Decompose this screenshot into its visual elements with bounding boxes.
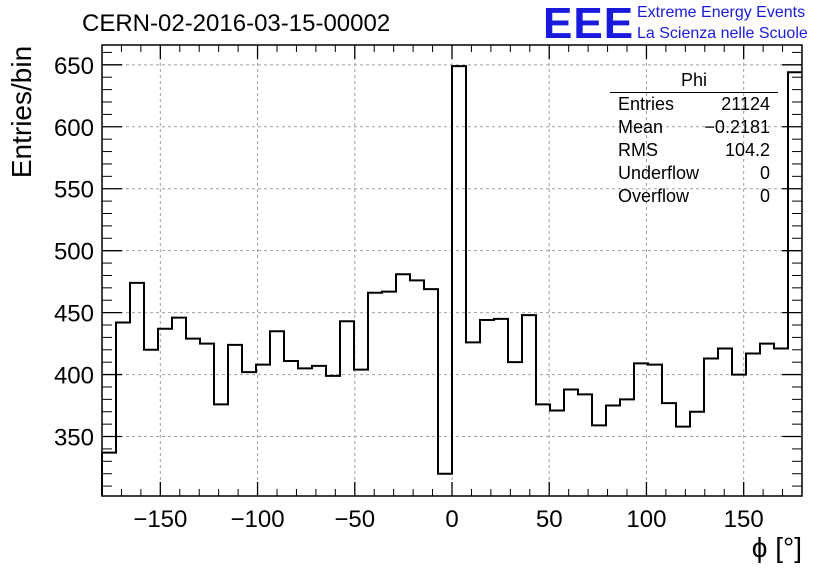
stats-label: Overflow [618,186,690,206]
stats-box: Phi Entries 21124 Mean −0.2181 RMS 104.2… [610,70,778,208]
stats-label: Mean [618,117,664,137]
stats-row: Entries 21124 [610,93,778,116]
x-axis-label: ϕ [°] [751,532,802,563]
stats-row: Overflow 0 [610,185,778,208]
y-tick-label: 400 [54,363,94,390]
x-tick-label: −150 [133,506,187,533]
eee-logo: EEE [543,0,635,48]
stats-row: Mean −0.2181 [610,116,778,139]
tick-labels: −150 −100 −50 0 50 100 150 350 400 450 500 550 600 65… [54,53,764,533]
stats-row: RMS 104.2 [610,139,778,162]
y-tick-label: 550 [54,177,94,204]
x-tick-label: −100 [231,506,285,533]
histogram-line [101,65,802,496]
x-tick-label: 50 [536,506,563,533]
stats-value: 0 [759,186,770,206]
stats-label: Underflow [618,163,700,183]
stats-row: Underflow 0 [610,162,778,185]
stats-label: Entries [618,94,675,114]
x-tick-label: 100 [626,506,666,533]
stats-value: −0.2181 [704,117,770,137]
y-tick-label: 500 [54,239,94,266]
stats-value: 21124 [721,94,770,114]
y-tick-label: 650 [54,53,94,80]
stats-label: RMS [618,140,658,160]
stats-title: Phi [610,70,778,93]
logo-line-1: Extreme Energy Events [637,4,806,21]
y-tick-label: 450 [54,301,94,328]
chart-title: CERN-02-2016-03-15-00002 [82,10,391,37]
logo-line-2: La Scienza nelle Scuole [637,25,808,42]
stats-value: 104.2 [724,140,770,160]
y-axis-label: Entries/bin [6,45,37,179]
stats-value: 0 [759,163,770,183]
axis-ticks [102,45,802,496]
x-tick-label: 150 [724,506,764,533]
x-tick-label: −50 [334,506,375,533]
y-tick-label: 600 [54,115,94,142]
x-tick-label: 0 [445,506,458,533]
y-tick-label: 350 [54,425,94,452]
